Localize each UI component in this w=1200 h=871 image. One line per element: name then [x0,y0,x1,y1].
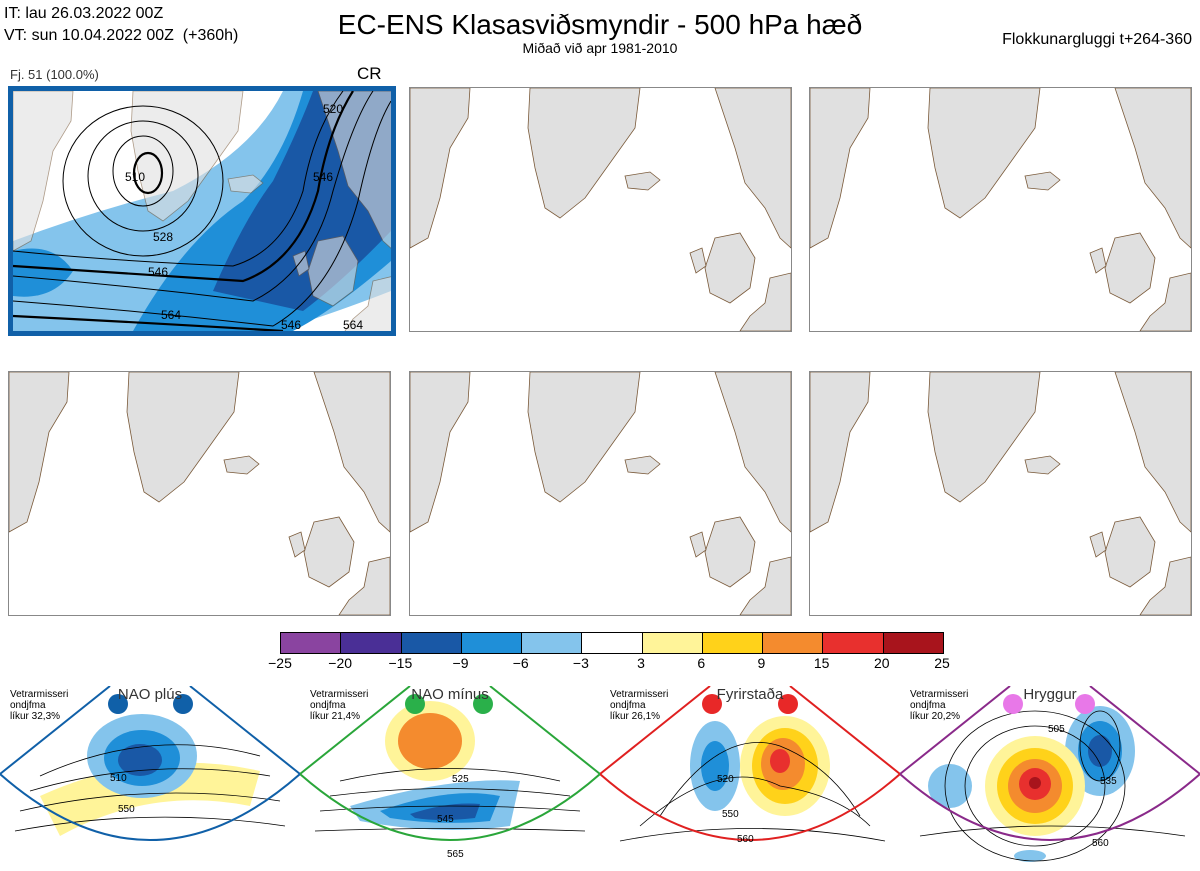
colorbar-swatch [702,633,764,653]
colorbar-swatch [341,633,402,653]
contour-label: 565 [447,849,464,860]
regime-blocking[interactable]: 520 550 560 Fyrirstaða Vetrarmisseri ond… [600,686,900,866]
cluster-map-6[interactable] [809,371,1192,616]
colorbar-swatch [642,633,703,653]
regime-probability: Vetrarmisseri ondjfma líkur 32,3% [10,689,69,722]
contour-label: 520 [717,774,734,785]
regime-dot-left [1003,694,1023,714]
regime-dot-left [702,694,722,714]
valid-time: VT: sun 10.04.2022 00Z (+360h) [4,27,239,44]
contour-label: 550 [722,809,739,820]
colorbar-swatch [281,633,342,653]
regime-dot-right [473,694,493,714]
regime-title: NAO plús [117,686,183,703]
regime-title: NAO mínus [411,686,489,703]
colorbar-tick: 20 [874,655,890,671]
anomaly-colorbar [280,632,944,654]
colorbar-tick: 25 [934,655,950,671]
colorbar-tick: −25 [268,655,292,671]
contour-label-546c: 546 [281,318,301,331]
colorbar-swatch [461,633,523,653]
colorbar-tick: 9 [757,655,766,671]
regime-blocking-plot: 520 550 560 [600,686,900,845]
regime-title: Hryggur [1023,686,1077,703]
colorbar-tick: 15 [813,655,830,671]
colorbar-swatch [522,633,583,653]
regime-ridge-plot: 505 535 560 [900,686,1200,862]
contour-label: 560 [737,834,754,845]
colorbar-tick: −20 [328,655,353,671]
regime-dot-right [778,694,798,714]
cluster-label: Fj. 51 (100.0%) [10,67,99,82]
regime-title: Fyrirstaða [716,686,784,703]
contour-label: 525 [452,774,469,785]
regime-probability: Vetrarmisseri ondjfma líkur 26,1% [610,689,669,722]
colorbar-swatch [883,633,943,653]
cluster-map-1-plot: 510 528 546 564 520 546 546 564 [13,91,391,331]
contour-label-546: 546 [148,265,168,279]
colorbar-swatch [582,633,643,653]
cluster-map-3[interactable] [809,87,1192,332]
cluster-map-4-plot [9,372,390,615]
header-dates: IT: lau 26.03.2022 00Z VT: sun 10.04.2022… [4,3,238,47]
cluster-map-4[interactable] [8,371,391,616]
regime-dot-left [405,694,425,714]
colorbar-tick: −3 [572,655,589,671]
cluster-map-5-plot [410,372,791,615]
regime-dot-right [1075,694,1095,714]
contour-label: 545 [437,814,454,825]
cluster-map-5[interactable] [409,371,792,616]
page-subtitle: Miðað við apr 1981-2010 [522,40,678,56]
colorbar-tick: −15 [388,655,413,671]
contour-label-520: 520 [323,102,343,116]
regime-nao-plus[interactable]: 510 550 NAO plús Vetrarmisseri ondjfma l… [0,686,300,866]
regime-nao-minus[interactable]: 525 545 565 NAO mínus Vetrarmisseri ondj… [300,686,600,866]
cluster-map-2[interactable] [409,87,792,332]
colorbar-swatch [763,633,824,653]
contour-label-564b: 564 [343,318,363,331]
contour-label-528: 528 [153,230,173,244]
regime-code: CR [357,64,382,83]
colorbar-tick-labels: −25 −20 −15 −9 −6 −3 3 6 9 15 20 25 [268,655,950,673]
colorbar-swatch [823,633,884,653]
contour-label: 535 [1100,776,1117,787]
page-title: EC-ENS Klasasviðsmyndir - 500 hPa hæð [337,9,863,40]
contour-label-564: 564 [161,308,181,322]
contour-label: 550 [118,804,135,815]
colorbar-tick: 3 [637,655,645,671]
cluster-map-2-plot [410,88,791,331]
initial-time: IT: lau 26.03.2022 00Z [4,5,164,22]
regime-dot-left [108,694,128,714]
contour-label: 510 [110,773,127,784]
colorbar-swatch [401,633,462,653]
colorbar-tick: 6 [697,655,706,671]
regime-probability: Vetrarmisseri ondjfma líkur 21,4% [310,689,369,722]
colorbar-tick: −6 [512,655,529,671]
regime-dot-right [173,694,193,714]
contour-label: 560 [1092,838,1109,849]
regime-nao-minus-plot: 525 545 565 [300,686,600,860]
colorbar-tick: −9 [452,655,469,671]
classification-window: Flokkunargluggi t+264-360 [1002,31,1192,48]
contour-label: 505 [1048,724,1065,735]
cluster-map-1[interactable]: 510 528 546 564 520 546 546 564 [8,86,396,336]
regime-nao-plus-plot: 510 550 [0,686,300,841]
regime-probability: Vetrarmisseri ondjfma líkur 20,2% [910,689,969,722]
cluster-map-6-plot [810,372,1191,615]
contour-label-546b: 546 [313,170,333,184]
cluster-map-3-plot [810,88,1191,331]
regime-ridge[interactable]: 505 535 560 Hryggur Vetrarmisseri ondjfm… [900,686,1200,866]
contour-label-510: 510 [125,170,145,184]
